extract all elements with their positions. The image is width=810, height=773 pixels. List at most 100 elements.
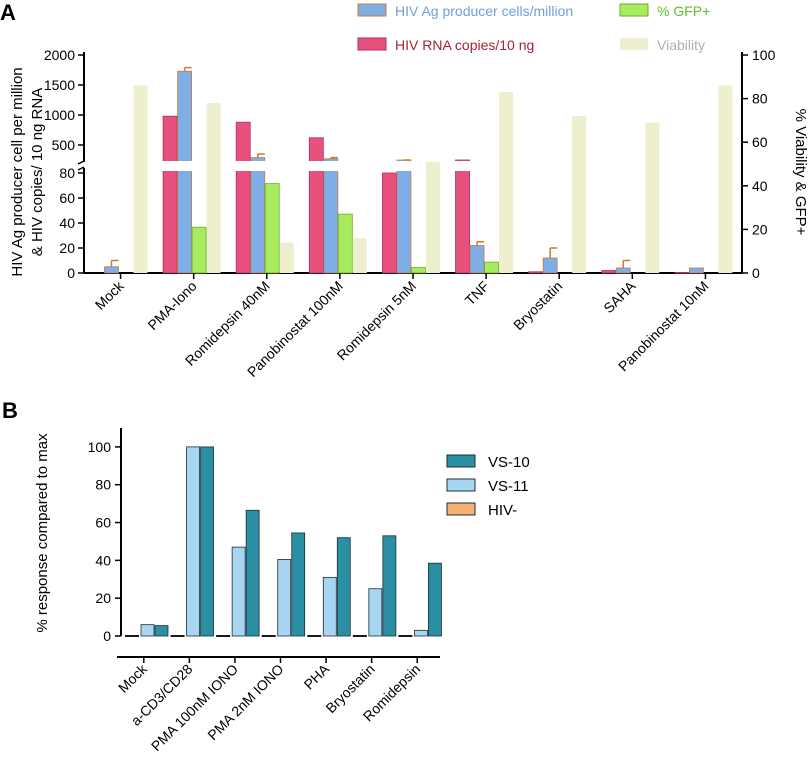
panel-b-label: B — [2, 398, 18, 423]
panel-a-bar-ag — [615, 267, 631, 274]
panel-a-category-label: PMA-Iono — [144, 278, 199, 333]
panel-b-bar-vs10 — [382, 535, 397, 637]
panel-a-bar-viability — [572, 116, 587, 273]
panel-a-bar-rna — [382, 172, 397, 274]
panel-b-category-label: PMA 100nM IONO — [148, 661, 241, 754]
panel-b-bar-vs11 — [277, 559, 292, 637]
panel-b-y-tick-label: 40 — [95, 552, 111, 568]
panel-a-bar-rna — [601, 270, 617, 274]
panel-a-legend-label: HIV Ag producer cells/million — [395, 3, 573, 19]
panel-a-bar-break-gap — [322, 161, 339, 171]
panel-a-label: A — [0, 0, 16, 25]
panel-a-bar-break-gap — [395, 161, 412, 171]
panel-a-bar-ag — [250, 157, 266, 274]
panel-b-bar-vs10 — [200, 446, 214, 637]
panel-b-bar-vs11 — [368, 588, 383, 637]
panel-a-bar-viability — [718, 85, 733, 274]
panel-a-ylabel-left-2: & HIV copies/ 10 ng RNA — [29, 88, 46, 256]
panel-a-bar-ag — [323, 158, 339, 274]
panel-a-legend-label: % GFP+ — [657, 3, 710, 19]
panel-a-bar-ag — [688, 267, 704, 274]
panel-a-legend-swatch-viability — [620, 38, 648, 50]
panel-a-legend-swatch-rna — [357, 37, 387, 51]
panel-a-bar-viability — [645, 122, 660, 273]
panel-a-left-tick-label: 1500 — [44, 77, 75, 93]
panel-a-bar-break-gap — [176, 161, 193, 171]
panel-a-bar-gfp — [264, 183, 280, 274]
panel-b-legend-swatch-vs11 — [446, 478, 476, 492]
panel-a-right-tick-label: 20 — [752, 221, 768, 237]
panel-a-right-tick-label: 0 — [752, 265, 760, 281]
panel-a-bar-break-gap — [249, 161, 266, 171]
panel-a-bar-viability — [425, 161, 440, 273]
panel-a-bar-viability — [279, 242, 294, 273]
panel-a-left-tick-label: 80 — [59, 165, 75, 181]
panel-a-category-label: Romidepsin 5nM — [334, 278, 420, 364]
panel-a-bar-rna — [162, 115, 178, 274]
panel-a-chart: 500 1000 1500 2000 0 20 40 60 80 0 20 40 60 80 100 Mock… — [44, 3, 776, 380]
panel-a-bar-viability — [499, 92, 514, 273]
panel-a-left-tick-label: 1000 — [44, 107, 75, 123]
panel-a-left-tick-label: 40 — [59, 215, 75, 231]
panel-b-bar-vs11 — [322, 576, 337, 637]
panel-a-bar-rna — [674, 271, 690, 274]
panel-b-bar-vs10 — [291, 532, 306, 637]
panel-b-legend-label: VS-11 — [488, 478, 529, 495]
panel-a-ylabel-right: % Viability & GFP+ — [792, 109, 809, 236]
panel-a-category-label: Bryostatin — [510, 278, 565, 333]
panel-b-bar-vs10 — [428, 562, 442, 637]
panel-b-bar-vs10 — [154, 625, 169, 637]
panel-a-bar-break-gap — [235, 161, 252, 171]
panel-a-bar-rna — [235, 121, 251, 274]
panel-a-bar-gfp — [484, 261, 499, 274]
panel-a-bar-break-gap — [454, 161, 471, 171]
panel-a-left-tick-label: 2000 — [44, 47, 75, 63]
panel-b-legend-label: VS-10 — [488, 454, 530, 471]
panel-a-bar-ag — [469, 245, 485, 274]
panel-a-bar-break-gap — [162, 161, 179, 171]
panel-b-category-label: PHA — [301, 660, 333, 692]
panel-a-legend-swatch-gfp — [619, 3, 649, 17]
panel-b-y-tick-label: 0 — [103, 628, 111, 644]
panel-a-bar-rna — [308, 137, 324, 274]
panel-a-bar-break-gap — [308, 161, 325, 171]
panel-a-right-tick-label: 80 — [752, 91, 768, 107]
panel-a-left-tick-label: 0 — [67, 265, 75, 281]
panel-a-legend-label: Viability — [657, 37, 705, 53]
panel-a-right-tick-label: 100 — [752, 47, 776, 63]
panel-b-bar-vs11 — [231, 546, 246, 637]
panel-b-bar-vs11 — [414, 629, 428, 637]
panel-b-y-tick-label: 100 — [88, 439, 112, 455]
panel-a-bar-rna — [455, 159, 470, 274]
panel-b-y-tick-label: 60 — [95, 515, 111, 531]
panel-a-bar-gfp — [337, 213, 353, 274]
panel-b-bar-vs10 — [336, 537, 351, 637]
panel-b-bar-vs10 — [245, 509, 260, 637]
panel-a-bar-viability — [352, 238, 367, 273]
panel-a-legend-label: HIV RNA copies/10 ng — [395, 37, 534, 53]
panel-a-left-tick-label: 20 — [59, 240, 75, 256]
panel-b-y-tick-label: 20 — [95, 590, 111, 606]
panel-a-right-tick-label: 40 — [752, 178, 768, 194]
panel-a-bar-viability — [206, 102, 221, 274]
panel-b-legend-swatch-vs10 — [446, 454, 476, 468]
panel-a-left-tick-label: 500 — [52, 137, 76, 153]
panel-a-bar-ag — [104, 266, 119, 274]
panel-a-axis-break-mark — [77, 166, 85, 171]
panel-a-bar-ag — [542, 257, 558, 274]
panel-b-category-label: Mock — [115, 660, 151, 696]
panel-b-legend-label: HIV- — [488, 502, 517, 519]
panel-b-legend-swatch-hivneg — [446, 502, 476, 516]
panel-a-ylabel-left-1: HIV Ag producer cell per million — [9, 67, 26, 276]
panel-b-bar-vs11 — [140, 624, 155, 637]
panel-a-category-label: Mock — [92, 277, 128, 313]
panel-a-category-label: TNF — [462, 278, 493, 309]
panel-b-ylabel: % response compared to max — [34, 433, 51, 633]
panel-a-bar-ag — [177, 70, 193, 274]
panel-a-axis-break-mark — [77, 160, 85, 165]
panel-a-bar-gfp — [411, 267, 426, 274]
panel-a-bar-rna — [528, 271, 544, 274]
panel-b-bar-vs11 — [186, 446, 200, 637]
